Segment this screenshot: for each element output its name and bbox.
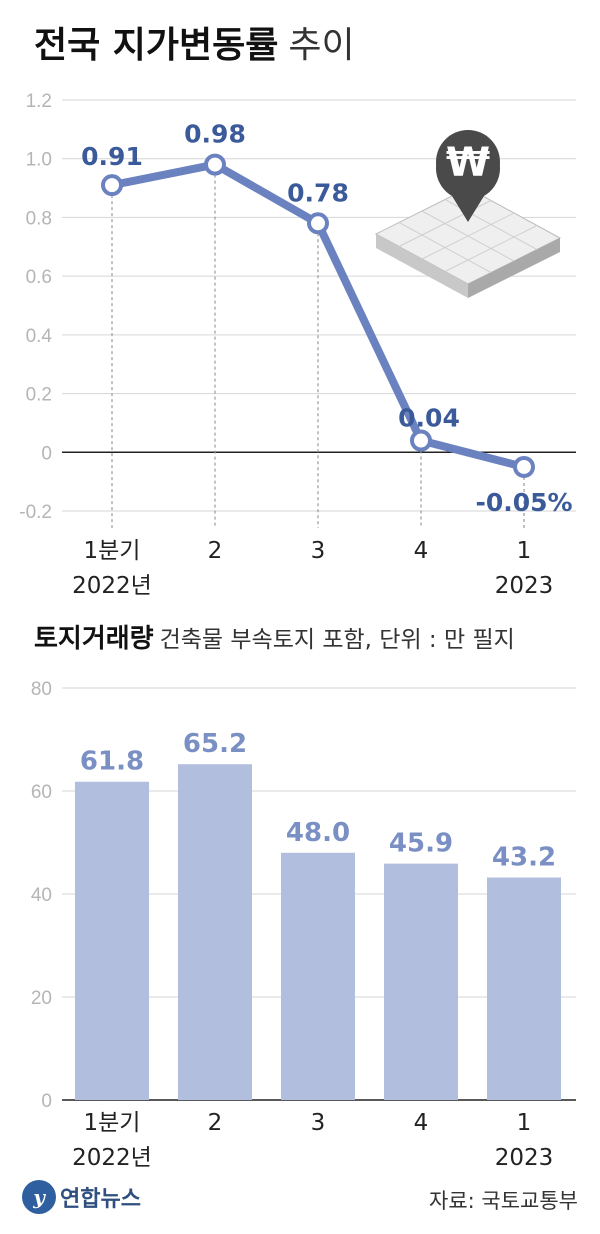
bar-label: 61.8 [80,747,144,777]
chart-title: 전국 지가변동률 추이 [34,16,355,68]
y-tick-label: 0.2 [26,385,52,406]
x-tick-label: 2022년 [72,573,152,599]
yonhap-logo-text: 연합뉴스 [60,1187,141,1212]
y-tick-label: 0.8 [26,208,52,229]
x-tick-label: 2023 [495,1145,554,1171]
x-tick-label: 2023 [495,573,554,599]
data-label: -0.05% [475,488,572,517]
pin-head [436,130,500,194]
bar-series: 61.8 65.2 48.0 45.9 43.2 [75,729,561,1100]
data-point [410,429,432,452]
title-main: 전국 지가변동률 [34,25,279,66]
source-note: 자료: 국토교통부 [429,1189,578,1213]
data-point [204,153,226,176]
bar [384,863,458,1100]
x-tick-label: 1 [517,538,532,564]
x-tick-label: 4 [414,1110,429,1136]
data-point [513,455,535,478]
bar [487,877,561,1100]
x-tick-label: 1분기 [84,538,141,564]
y-tick-label: 60 [31,782,52,803]
line-x-axis: 1분기 2022년 2 3 4 1 2023 [72,538,553,599]
y-tick-label: 20 [31,988,52,1009]
data-label: 0.04 [398,404,460,433]
data-label: 0.78 [287,178,349,207]
tile-grid [421,212,515,260]
x-tick-label: 2 [208,1110,223,1136]
y-tick-label: 0.6 [26,267,52,288]
y-tick-label: 40 [31,885,52,906]
y-tick-label: 1.2 [26,91,52,112]
bar-title-main: 토지거래량 [34,624,154,654]
title-sub: 추이 [288,25,355,66]
bar-x-axis: 1분기 2022년 2 3 4 1 2023 [72,1110,553,1171]
data-point [307,212,329,235]
bar-label: 43.2 [492,843,556,873]
x-tick-label: 3 [311,538,326,564]
land-tile-right [468,238,560,298]
bar-chart-title: 토지거래량 건축물 부속토지 포함, 단위 : 만 필지 [34,618,515,655]
yonhap-logo-icon: y [22,1180,56,1214]
land-tile-left [376,234,468,298]
y-tick-label: 0 [41,1091,52,1112]
won-symbol: ₩ [446,140,490,186]
line-grid: -0.2 0 0.2 0.4 0.6 0.8 1.0 1.2 [19,91,576,528]
y-tick-label: 80 [31,679,52,700]
bar-title-sub: 건축물 부속토지 포함, 단위 : 만 필지 [159,627,515,653]
bar [178,764,252,1100]
line-series: 0.91 0.98 0.78 0.04 -0.05% [81,120,572,517]
y-tick-label: -0.2 [19,502,52,523]
data-label: 0.91 [81,142,143,171]
bar-label: 45.9 [389,829,453,859]
bar-label: 65.2 [183,729,247,759]
x-tick-label: 2022년 [72,1145,152,1171]
data-point [101,174,123,197]
won-land-icon: ₩ [374,130,562,298]
tile-grid [444,225,538,272]
x-tick-label: 1분기 [84,1110,141,1136]
bar [281,852,355,1100]
y-tick-label: 1.0 [26,150,52,171]
yonhap-logo: y 연합뉴스 [22,1180,141,1214]
y-tick-label: 0 [41,443,52,464]
x-tick-label: 2 [208,538,223,564]
data-label: 0.98 [184,120,246,149]
bar [75,781,149,1100]
x-tick-label: 4 [414,538,429,564]
land-price-line-chart: -0.200.20.40.60.81.01.2 ₩ 0.910.980.780.… [19,91,576,599]
x-tick-label: 1 [517,1110,532,1136]
y-tick-label: 0.4 [26,326,53,347]
bar-label: 48.0 [286,818,350,848]
x-tick-label: 3 [311,1110,326,1136]
